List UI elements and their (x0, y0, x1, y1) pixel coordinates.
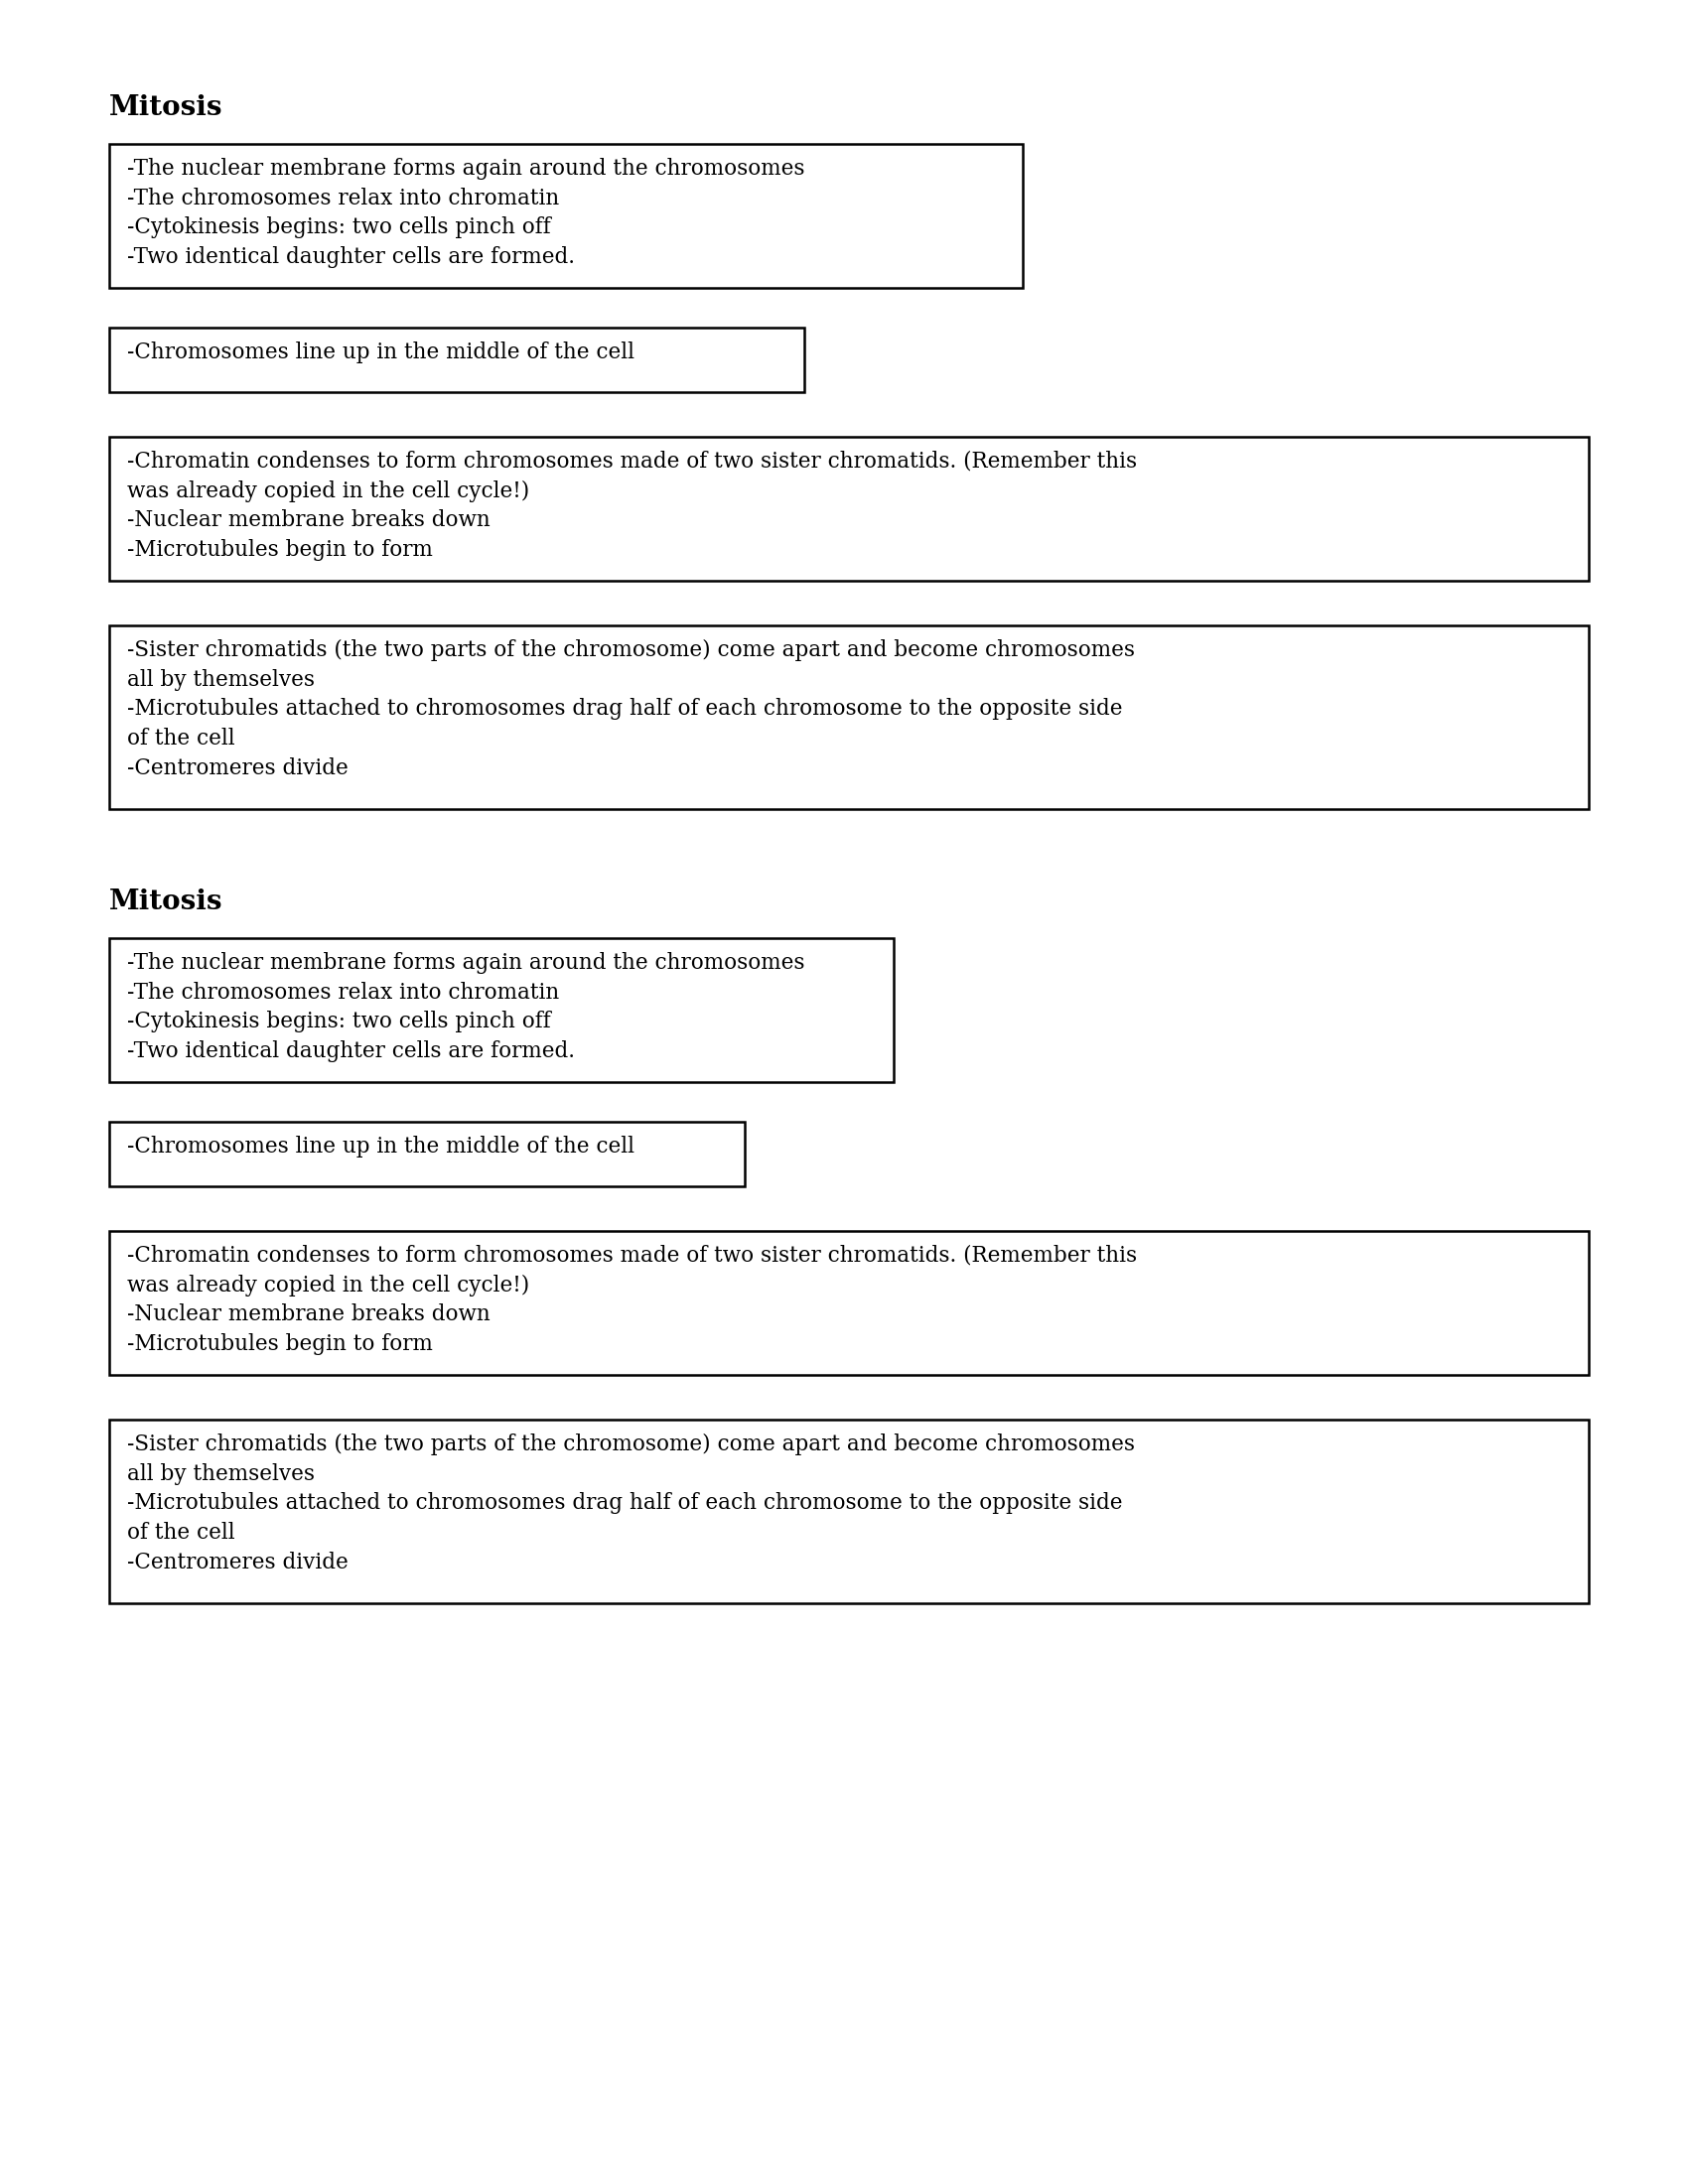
Bar (110, 939, 893, 1081)
Text: -Chromosomes line up in the middle of the cell: -Chromosomes line up in the middle of th… (127, 341, 635, 363)
Text: -Chromosomes line up in the middle of the cell: -Chromosomes line up in the middle of th… (127, 1136, 635, 1158)
Text: -The nuclear membrane forms again around the chromosomes
-The chromosomes relax : -The nuclear membrane forms again around… (127, 157, 805, 269)
Text: -Chromatin condenses to form chromosomes made of two sister chromatids. (Remembe: -Chromatin condenses to form chromosomes… (127, 1245, 1138, 1354)
Text: Mitosis: Mitosis (110, 94, 223, 120)
Text: Mitosis: Mitosis (110, 889, 223, 915)
Text: -Chromatin condenses to form chromosomes made of two sister chromatids. (Remembe: -Chromatin condenses to form chromosomes… (127, 450, 1138, 561)
Bar (110, 1232, 1588, 1376)
Bar (110, 328, 803, 393)
Text: -Sister chromatids (the two parts of the chromosome) come apart and become chrom: -Sister chromatids (the two parts of the… (127, 1433, 1134, 1572)
Bar (110, 625, 1588, 808)
Bar (110, 437, 1588, 581)
Bar (110, 1420, 1588, 1603)
Bar (110, 144, 1023, 288)
Text: -Sister chromatids (the two parts of the chromosome) come apart and become chrom: -Sister chromatids (the two parts of the… (127, 640, 1134, 780)
Text: -The nuclear membrane forms again around the chromosomes
-The chromosomes relax : -The nuclear membrane forms again around… (127, 952, 805, 1061)
Bar (110, 1123, 744, 1186)
